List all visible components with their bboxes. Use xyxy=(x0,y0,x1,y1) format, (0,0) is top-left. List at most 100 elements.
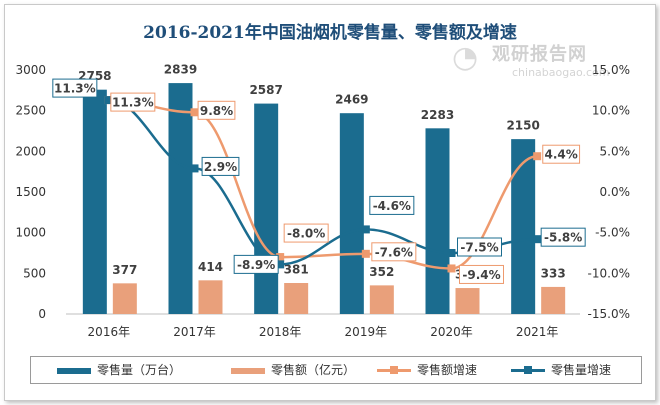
bar-volume-label: 2283 xyxy=(421,108,454,122)
volume-growth-label-box xyxy=(540,227,586,247)
sales-growth-label: 11.3% xyxy=(112,96,154,110)
sales-growth-label: 9.8% xyxy=(200,104,233,118)
legend-label: 零售量增速 xyxy=(551,363,612,377)
legend-item: 零售量增速 xyxy=(511,361,611,378)
sales-growth-label-box xyxy=(459,264,504,284)
right-tick-label: -10.0% xyxy=(588,266,630,280)
bar-volume-label: 2150 xyxy=(506,119,539,133)
right-tick-label: 10.0% xyxy=(592,104,630,118)
sales-growth-label-box xyxy=(371,242,417,262)
right-tick-label: 15.0% xyxy=(592,63,630,77)
volume-growth-label: -7.5% xyxy=(460,241,498,255)
volume-growth-label-box xyxy=(457,237,502,257)
legend-item: 零售量（万台） xyxy=(57,361,181,378)
legend-label: 零售额（亿元） xyxy=(271,363,356,377)
chart-logo-icon: ◔ xyxy=(452,40,479,75)
sales-growth-marker xyxy=(447,264,456,273)
legend-line-swatch xyxy=(511,366,545,374)
left-tick-label: 2500 xyxy=(15,104,46,118)
volume-growth-label: 11.3% xyxy=(54,82,96,96)
sales-growth-marker xyxy=(276,253,285,262)
bar-retail-volume xyxy=(168,83,193,314)
sales-growth-label-box xyxy=(197,100,236,120)
bar-retail-sales xyxy=(284,283,309,314)
bar-retail-sales xyxy=(369,285,394,314)
right-tick-label: -5.0% xyxy=(595,226,630,240)
bar-volume-label-box xyxy=(247,80,286,100)
bar-volume-label-box xyxy=(332,89,371,109)
x-tick-label: 2017年 xyxy=(173,325,216,339)
volume-growth-marker xyxy=(190,164,199,173)
watermark: ◔ 观研报告网 chinabaogao.com xyxy=(452,38,632,88)
volume-growth-label-box xyxy=(52,78,98,98)
bar-sales-label: 352 xyxy=(369,265,394,279)
volume-growth-marker xyxy=(447,249,456,257)
bar-retail-volume xyxy=(254,103,279,314)
left-tick-label: 1000 xyxy=(15,226,46,240)
bar-sales-label: 333 xyxy=(541,266,566,280)
right-tick-label: 5.0% xyxy=(600,144,631,158)
volume-growth-label-box xyxy=(233,254,279,274)
right-tick-label: 0.0% xyxy=(600,185,631,199)
left-tick-label: 500 xyxy=(23,266,46,280)
bar-retail-sales xyxy=(455,288,480,314)
legend-bar-swatch xyxy=(231,367,265,374)
x-tick-label: 2020年 xyxy=(430,325,473,339)
bar-sales-label: 381 xyxy=(284,263,309,277)
bar-sales-label-box xyxy=(195,256,226,276)
volume-growth-label: -4.6% xyxy=(373,199,411,213)
bar-sales-label: 377 xyxy=(112,263,137,277)
bar-volume-label-box xyxy=(504,115,543,135)
sales-growth-label: -8.0% xyxy=(287,227,325,241)
bar-retail-sales xyxy=(112,283,137,314)
sales-growth-label-box xyxy=(110,92,156,112)
right-tick-label: -15.0% xyxy=(588,307,630,321)
sales-growth-marker xyxy=(190,108,199,117)
volume-growth-label: 2.9% xyxy=(204,160,237,174)
left-tick-label: 0 xyxy=(38,307,46,321)
x-tick-label: 2018年 xyxy=(259,325,302,339)
legend-label: 零售额增速 xyxy=(417,363,478,377)
bar-retail-volume xyxy=(82,89,107,314)
volume-growth-label-box xyxy=(369,195,415,215)
volume-growth-marker xyxy=(533,235,542,244)
bar-volume-label-box xyxy=(161,59,200,79)
volume-growth-marker xyxy=(104,96,113,105)
volume-growth-label-box xyxy=(201,156,240,176)
bar-volume-label-box xyxy=(418,104,457,124)
volume-growth-label: -5.8% xyxy=(544,231,582,245)
left-tick-label: 2000 xyxy=(15,144,46,158)
bar-sales-label-box xyxy=(109,259,141,279)
bar-sales-label: 414 xyxy=(198,260,223,274)
legend-line-swatch xyxy=(377,366,411,374)
bar-retail-sales xyxy=(541,286,566,314)
left-tick-label: 1500 xyxy=(15,185,46,199)
x-tick-label: 2019年 xyxy=(345,325,388,339)
legend-item: 零售额增速 xyxy=(377,361,477,378)
watermark-name: 观研报告网 xyxy=(492,44,587,65)
bar-volume-label: 2839 xyxy=(164,63,197,77)
bar-retail-sales xyxy=(198,280,223,314)
bar-retail-volume xyxy=(339,113,364,314)
sales-growth-label: 4.4% xyxy=(545,148,578,162)
bar-volume-label: 2469 xyxy=(335,93,368,107)
left-tick-label: 3000 xyxy=(15,63,46,77)
volume-growth-marker xyxy=(361,225,370,234)
sales-growth-label: -9.4% xyxy=(462,268,500,282)
bar-volume-label: 2587 xyxy=(249,83,282,97)
bar-sales-label-box xyxy=(537,263,569,283)
bar-retail-volume xyxy=(425,128,450,314)
bar-sales-label-box xyxy=(366,261,398,281)
legend-label: 零售量（万台） xyxy=(97,363,182,377)
legend-bar-swatch xyxy=(57,367,91,374)
bar-retail-volume xyxy=(511,139,536,314)
volume-growth-label: -8.9% xyxy=(237,258,275,272)
sales-growth-marker xyxy=(361,249,370,258)
chart-title: 2016-2021年中国油烟机零售量、零售额及增速 xyxy=(143,23,517,43)
sales-growth-marker xyxy=(533,152,542,161)
sales-growth-label-box xyxy=(283,223,329,243)
volume-growth-marker xyxy=(276,260,285,269)
x-tick-label: 2021年 xyxy=(516,325,559,339)
watermark-url: chinabaogao.com xyxy=(512,66,610,79)
